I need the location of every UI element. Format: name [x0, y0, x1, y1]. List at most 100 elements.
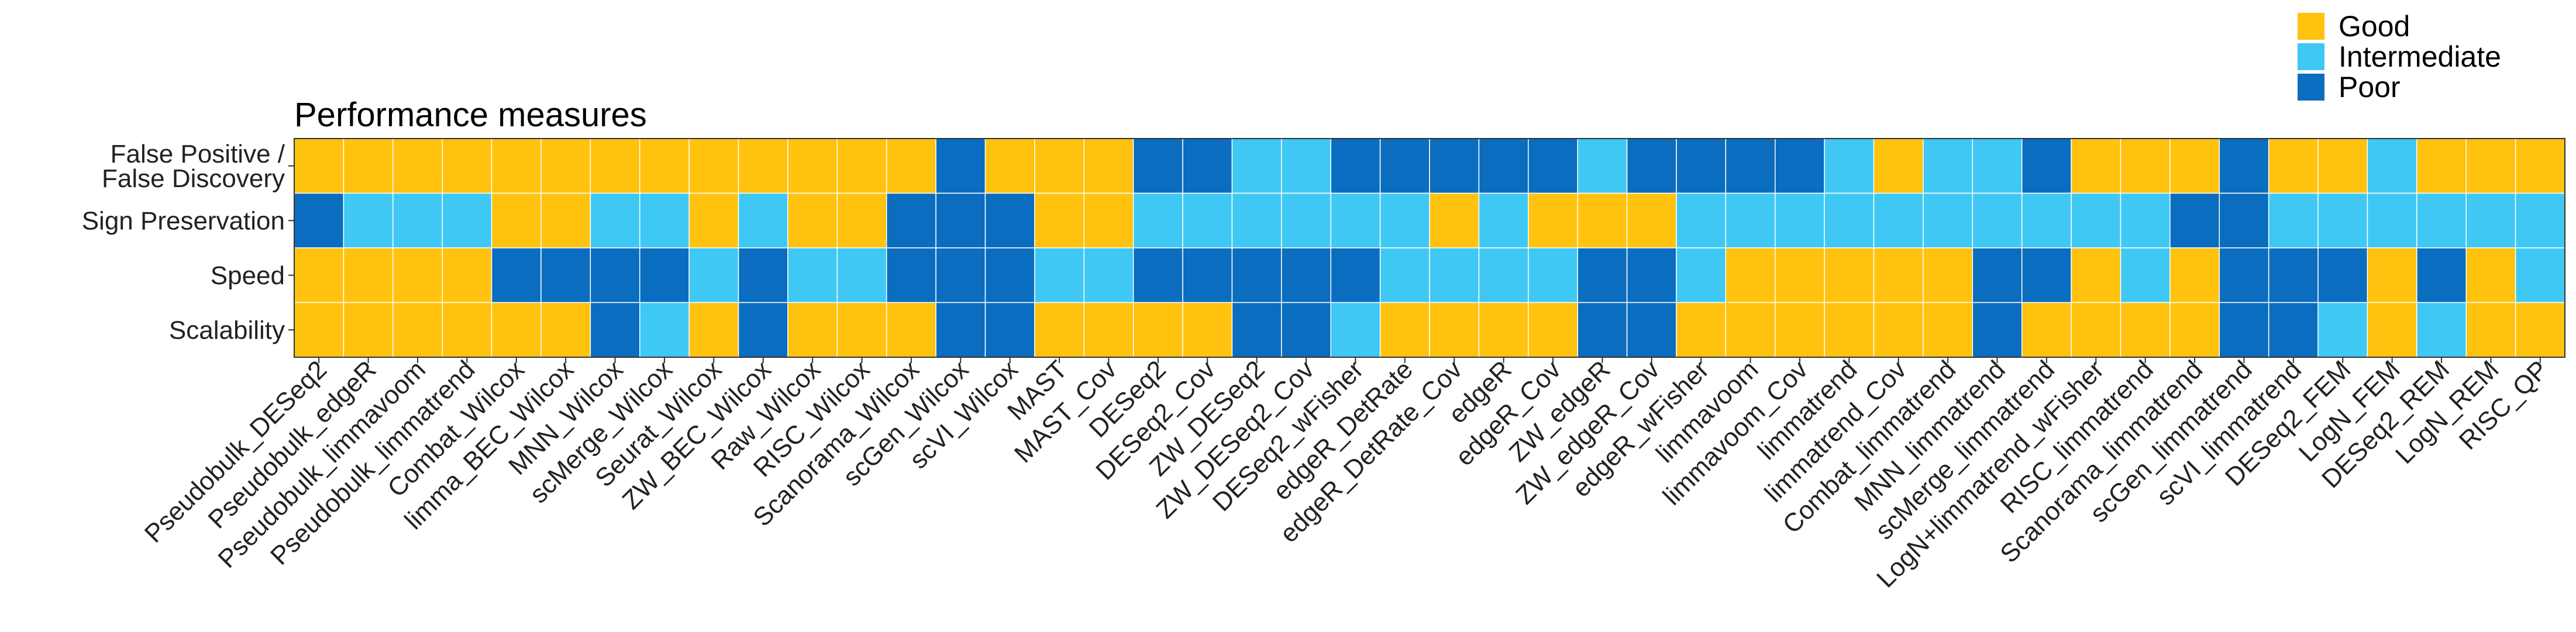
heatmap-cell — [2416, 192, 2467, 248]
heatmap-cell — [2515, 192, 2565, 248]
heatmap-cell — [836, 302, 887, 358]
heatmap-cell — [1626, 138, 1677, 194]
heatmap-cell — [2367, 302, 2417, 358]
heatmap-cell — [1577, 192, 1628, 248]
heatmap-cell — [442, 192, 493, 248]
heatmap-cell — [590, 192, 640, 248]
heatmap-cell — [1972, 138, 2023, 194]
heatmap-cell — [984, 247, 1035, 303]
heatmap-cell — [738, 138, 788, 194]
heatmap-cell — [1034, 192, 1085, 248]
heatmap-cell — [1182, 192, 1233, 248]
heatmap-cell — [1182, 138, 1233, 194]
heatmap-cell — [1626, 302, 1677, 358]
heatmap-cell — [2169, 192, 2220, 248]
heatmap-cell — [2268, 192, 2319, 248]
heatmap-cell — [2465, 302, 2516, 358]
heatmap-cell — [2219, 138, 2270, 194]
heatmap-cell — [984, 192, 1035, 248]
heatmap-cell — [935, 302, 986, 358]
heatmap-cell — [688, 302, 739, 358]
heatmap-cell — [738, 247, 788, 303]
heatmap-cell — [1774, 192, 1825, 248]
heatmap-cell — [2021, 192, 2072, 248]
heatmap-cell — [2021, 247, 2072, 303]
heatmap-cell — [540, 247, 591, 303]
heatmap-cell — [2416, 138, 2467, 194]
heatmap-cell — [1330, 302, 1381, 358]
heatmap-cell — [1478, 192, 1529, 248]
heatmap-cell — [787, 138, 838, 194]
heatmap-cell — [392, 192, 443, 248]
heatmap-cell — [294, 302, 345, 358]
heatmap-cell — [1083, 302, 1134, 358]
heatmap-cell — [1528, 192, 1578, 248]
column-labels: Pseudobulk_DESeq2Pseudobulk_edgeRPseudob… — [139, 355, 2554, 593]
heatmap-cell — [1330, 247, 1381, 303]
heatmap-cell — [1725, 138, 1776, 194]
heatmap-cell — [491, 247, 542, 303]
heatmap-cell — [1972, 302, 2023, 358]
legend-swatch-good — [2298, 13, 2324, 40]
heatmap-cell — [1281, 138, 1331, 194]
heatmap-cell — [590, 302, 640, 358]
heatmap-cell — [1824, 138, 1875, 194]
row-label-false-positive-false-discovery: False Positive / False Discovery — [102, 140, 285, 193]
heatmap-cell — [2515, 247, 2565, 303]
heatmap-cell — [1132, 247, 1183, 303]
heatmap-cell — [1923, 138, 1974, 194]
heatmap-cell — [2465, 192, 2516, 248]
legend-label-poor: Poor — [2339, 71, 2401, 103]
row-label-scalability: Scalability — [169, 316, 285, 344]
heatmap-cell — [1725, 302, 1776, 358]
heatmap-cell — [1577, 138, 1628, 194]
heatmap-cell — [1281, 192, 1331, 248]
heatmap-cell — [1774, 247, 1825, 303]
heatmap-cell — [787, 302, 838, 358]
heatmap-cell — [688, 192, 739, 248]
heatmap-cell — [2367, 247, 2417, 303]
row-label-sign-preservation: Sign Preservation — [82, 206, 285, 235]
heatmap-cell — [1429, 302, 1480, 358]
heatmap-cell — [1923, 302, 1974, 358]
heatmap-cell — [1083, 192, 1134, 248]
heatmap-cell — [1429, 247, 1480, 303]
heatmap-cell — [1034, 138, 1085, 194]
heatmap-cell — [343, 302, 394, 358]
heatmap-cell — [738, 302, 788, 358]
heatmap-cell — [2416, 247, 2467, 303]
heatmap-cell — [1923, 192, 1974, 248]
heatmap-cell — [2120, 302, 2171, 358]
heatmap-cell — [2120, 192, 2171, 248]
heatmap-cell — [1577, 247, 1628, 303]
heatmap-cell — [1182, 302, 1233, 358]
heatmap-cell — [1330, 138, 1381, 194]
heatmap-cell — [540, 192, 591, 248]
heatmap-cell — [1379, 302, 1430, 358]
heatmap-cell — [787, 192, 838, 248]
heatmap-cell — [1873, 302, 1924, 358]
heatmap-cell — [1676, 138, 1727, 194]
heatmap-cell — [2268, 247, 2319, 303]
heatmap-cell — [442, 138, 493, 194]
heatmap-cell — [392, 247, 443, 303]
heatmap-cell — [2317, 302, 2368, 358]
heatmap-cell — [1626, 247, 1677, 303]
heatmap-cell — [886, 138, 936, 194]
heatmap-cell — [1873, 247, 1924, 303]
heatmap-cell — [1478, 302, 1529, 358]
heatmap-cell — [2268, 302, 2319, 358]
heatmap-cell — [2071, 192, 2122, 248]
heatmap-cell — [590, 138, 640, 194]
heatmap-cell — [1132, 192, 1183, 248]
heatmap-cell — [2317, 138, 2368, 194]
heatmap-cell — [2367, 192, 2417, 248]
heatmap-cell — [1774, 138, 1825, 194]
heatmap-cell — [984, 138, 1035, 194]
heatmap-cell — [392, 302, 443, 358]
heatmap-cell — [2317, 192, 2368, 248]
heatmap-cell — [984, 302, 1035, 358]
heatmap-cell — [1379, 192, 1430, 248]
heatmap-cell — [1528, 302, 1578, 358]
legend-label-intermediate: Intermediate — [2339, 40, 2501, 73]
